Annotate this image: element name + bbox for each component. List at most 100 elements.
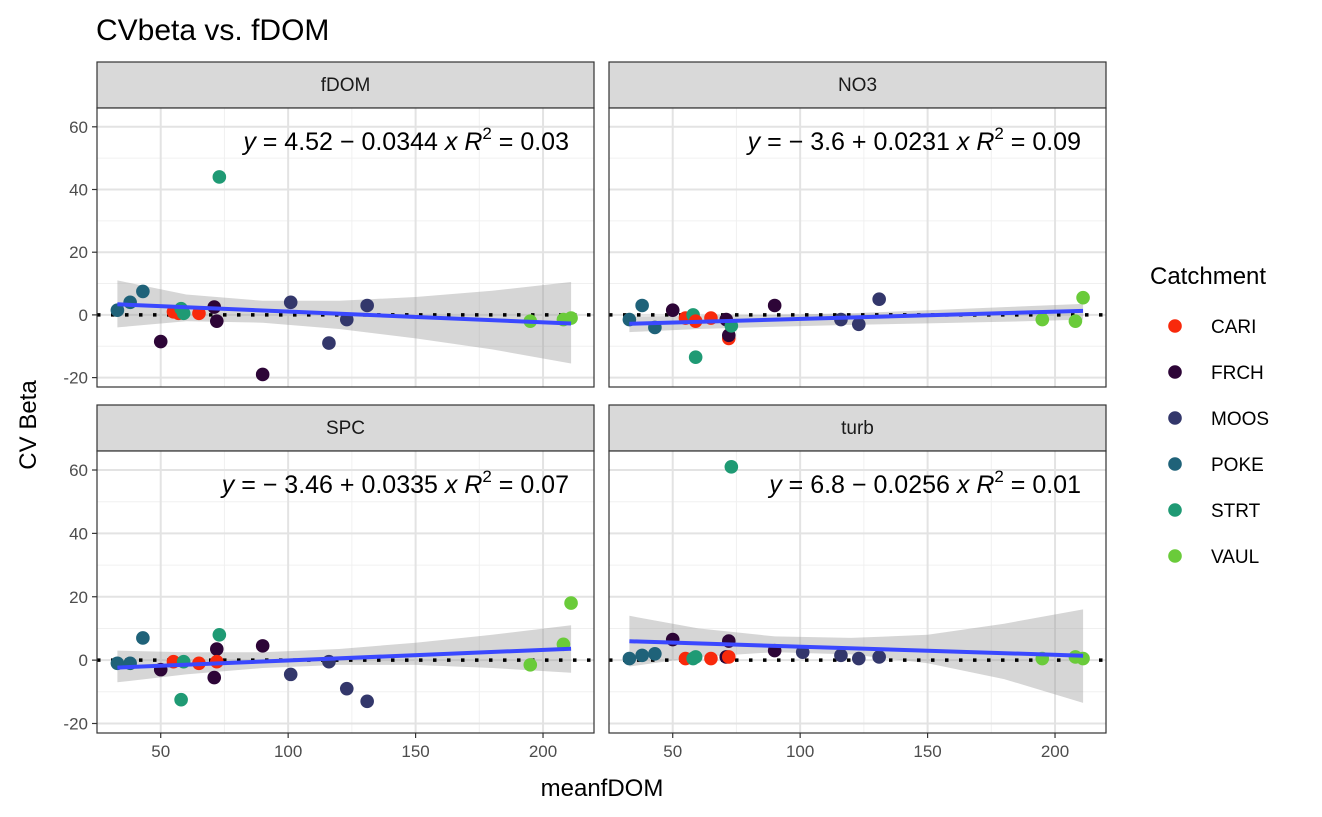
y-axis: -20 0 20 40 60 (63, 461, 97, 733)
regression-equation: y = 4.52 − 0.0344 x R2 = 0.03 (241, 124, 569, 156)
facet-strip-label: turb (841, 418, 874, 439)
data-points (110, 170, 578, 382)
x-tick-label: 200 (1041, 742, 1069, 761)
y-tick-label: 0 (79, 651, 88, 670)
data-point-vaul (1076, 290, 1090, 305)
regression-equation: y = 6.8 − 0.0256 x R2 = 0.01 (767, 467, 1081, 499)
legend-item-moos: MOOS (1168, 409, 1269, 430)
data-point-strt (212, 170, 227, 184)
legend: Catchment CARI FRCH MOOS POKE STRT VAUL (1150, 263, 1269, 568)
y-axis: -20 0 20 40 60 (63, 118, 97, 388)
x-tick-label: 100 (786, 742, 814, 761)
data-point-strt (176, 306, 191, 321)
x-tick-label: 200 (529, 742, 557, 761)
legend-item-cari: CARI (1168, 317, 1256, 338)
data-point-vaul (1068, 314, 1083, 328)
facet-strip-label: fDOM (321, 75, 371, 96)
y-tick-label: 20 (69, 243, 88, 262)
facet-panel-SPC: SPC y = − 3.46 + 0.0335 x R2 = 0.07 -20 0 20… (63, 404, 595, 761)
legend-label: VAUL (1211, 547, 1259, 568)
x-axis-title: meanfDOM (541, 775, 664, 802)
data-point-moos (339, 312, 354, 327)
legend-title: Catchment (1150, 263, 1266, 290)
panel-grid (97, 451, 594, 733)
y-tick-label: 60 (69, 461, 88, 480)
panel-border (96, 450, 595, 734)
regression-equation: y = − 3.6 + 0.0231 x R2 = 0.09 (746, 124, 1081, 156)
x-axis: 50 100 150 200 (663, 733, 1069, 761)
panel-background (97, 108, 594, 387)
data-point-moos (851, 317, 866, 332)
data-point-frch (665, 303, 680, 317)
data-point-moos (322, 336, 336, 350)
y-tick-label: -20 (63, 369, 88, 388)
legend-swatch (1168, 365, 1182, 379)
regression-line (117, 646, 572, 670)
y-tick-label: -20 (63, 714, 88, 733)
legend-label: CARI (1211, 317, 1256, 338)
data-point-moos (851, 651, 866, 666)
data-point-cari (721, 650, 736, 664)
data-point-strt (688, 650, 703, 664)
y-axis-title: CV Beta (15, 380, 42, 470)
data-point-vaul (564, 596, 578, 610)
legend-item-frch: FRCH (1168, 363, 1264, 384)
chart-title: CVbeta vs. fDOM (96, 14, 329, 47)
legend-item-strt: STRT (1168, 501, 1261, 522)
x-tick-label: 50 (663, 742, 682, 761)
legend-label: POKE (1211, 455, 1264, 476)
regression-line (629, 639, 1084, 658)
x-axis: 50 100 150 200 (151, 733, 557, 761)
legend-label: MOOS (1211, 409, 1269, 430)
data-point-frch (767, 298, 782, 313)
data-point-strt (174, 692, 188, 707)
data-point-poke (648, 646, 662, 661)
data-point-poke (635, 298, 649, 313)
data-point-poke (110, 303, 125, 317)
panel-background (609, 108, 1106, 387)
legend-label: FRCH (1211, 363, 1264, 384)
panel-border (608, 107, 1107, 388)
facet-panel-NO3: NO3 y = − 3.6 + 0.0231 x R2 = 0.09 (608, 61, 1107, 388)
x-tick-label: 150 (401, 742, 429, 761)
data-point-poke (635, 648, 649, 663)
regression-line (629, 308, 1084, 326)
data-point-moos (283, 667, 298, 682)
legend-swatch (1168, 549, 1182, 563)
data-point-moos (872, 292, 886, 307)
y-tick-label: 0 (79, 306, 88, 325)
data-point-moos (872, 650, 886, 664)
data-point-moos (360, 298, 374, 313)
facet-strip (608, 404, 1107, 452)
data-point-poke (136, 284, 150, 299)
facet-panel-fDOM: fDOM y = 4.52 − 0.0344 x R2 = 0.03 -20 0 20 4… (63, 61, 595, 388)
x-tick-label: 150 (913, 742, 941, 761)
y-tick-label: 40 (69, 181, 88, 200)
data-point-frch (209, 314, 224, 328)
facet-strip-label: NO3 (838, 75, 877, 96)
panel-border (96, 107, 595, 388)
facet-panels: fDOM y = 4.52 − 0.0344 x R2 = 0.03 -20 0 20 4… (63, 61, 1107, 761)
legend-swatch (1168, 319, 1182, 333)
legend-swatch (1168, 457, 1182, 471)
y-tick-label: 60 (69, 118, 88, 137)
data-point-frch (209, 642, 224, 656)
legend-swatch (1168, 411, 1182, 425)
y-tick-label: 20 (69, 588, 88, 607)
facet-panel-turb: turb y = 6.8 − 0.0256 x R2 = 0.01 50 100 150… (608, 404, 1107, 761)
data-point-poke (136, 631, 150, 645)
legend-item-vaul: VAUL (1168, 547, 1259, 568)
panel-background (609, 451, 1106, 733)
data-point-moos (834, 648, 848, 663)
data-point-cari (192, 306, 206, 321)
facet-strip (608, 61, 1107, 109)
data-point-moos (283, 295, 298, 310)
y-tick-label: 40 (69, 524, 88, 543)
data-point-vaul (1035, 312, 1050, 327)
facet-strip-label: SPC (326, 418, 365, 439)
confidence-band (629, 609, 1084, 703)
data-point-moos (339, 681, 354, 696)
x-tick-label: 100 (274, 742, 302, 761)
